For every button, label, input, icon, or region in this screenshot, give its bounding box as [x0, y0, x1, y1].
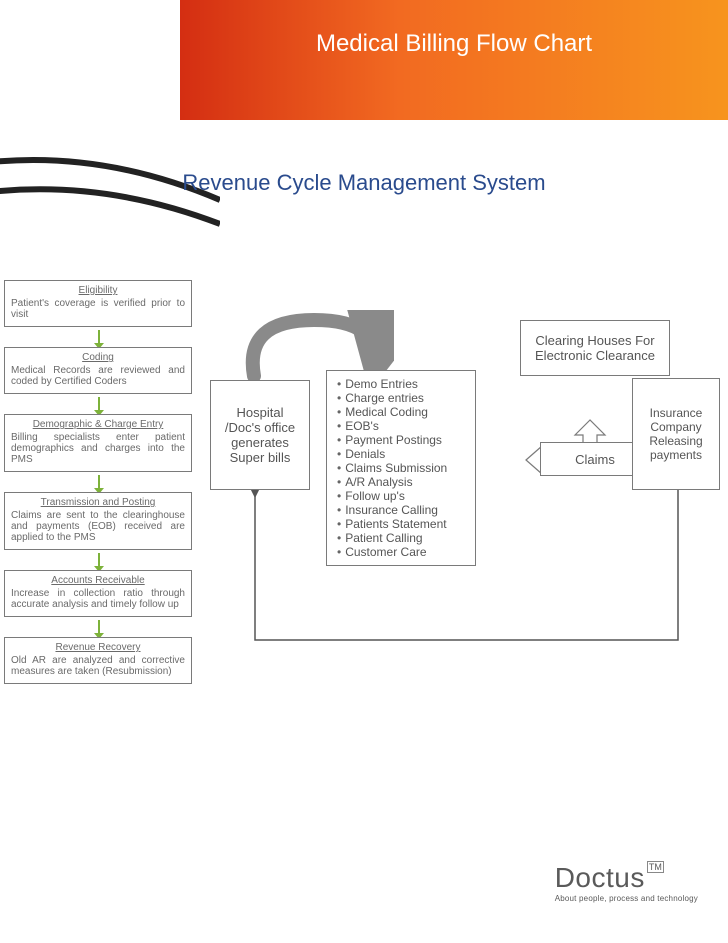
footer-logo: DoctusTM About people, process and techn… — [555, 862, 698, 903]
list-item: Denials — [337, 447, 465, 461]
node-hospital: Hospital /Doc's office generates Super b… — [210, 380, 310, 490]
step-body: Increase in collection ratio through acc… — [11, 588, 185, 610]
list-item: Charge entries — [337, 391, 465, 405]
node-insurance: Insurance Company Releasing payments — [632, 378, 720, 490]
down-arrow-icon — [98, 475, 100, 489]
step-body: Claims are sent to the clearinghouse and… — [11, 510, 185, 543]
down-arrow-icon — [98, 620, 100, 634]
list-item: Medical Coding — [337, 405, 465, 419]
down-arrow-icon — [98, 553, 100, 567]
step-body: Patient's coverage is verified prior to … — [11, 298, 185, 320]
step-title: Accounts Receivable — [11, 575, 185, 586]
step-body: Billing specialists enter patient demogr… — [11, 432, 185, 465]
step-body: Old AR are analyzed and corrective measu… — [11, 655, 185, 677]
step-title: Transmission and Posting — [11, 497, 185, 508]
page-title: Medical Billing Flow Chart — [180, 30, 728, 58]
step-title: Demographic & Charge Entry — [11, 419, 185, 430]
list-item: Payment Postings — [337, 433, 465, 447]
brand-tagline: About people, process and technology — [555, 894, 698, 903]
brand-name: Doctus — [555, 862, 645, 893]
step-revenue-recovery: Revenue Recovery Old AR are analyzed and… — [4, 637, 192, 684]
list-item: Claims Submission — [337, 461, 465, 475]
step-eligibility: Eligibility Patient's coverage is verifi… — [4, 280, 192, 327]
down-arrow-icon — [98, 397, 100, 411]
step-body: Medical Records are reviewed and coded b… — [11, 365, 185, 387]
header-band: Medical Billing Flow Chart — [180, 0, 728, 120]
list-item: Demo Entries — [337, 377, 465, 391]
step-title: Eligibility — [11, 285, 185, 296]
step-coding: Coding Medical Records are reviewed and … — [4, 347, 192, 394]
list-item: A/R Analysis — [337, 475, 465, 489]
node-clearing-houses: Clearing Houses For Electronic Clearance — [520, 320, 670, 376]
step-title: Revenue Recovery — [11, 642, 185, 653]
trademark-icon: TM — [647, 861, 664, 873]
feedback-arrow-icon — [210, 490, 722, 660]
step-title: Coding — [11, 352, 185, 363]
down-arrow-icon — [98, 330, 100, 344]
list-item: EOB's — [337, 419, 465, 433]
step-accounts-receivable: Accounts Receivable Increase in collecti… — [4, 570, 192, 617]
step-demographic: Demographic & Charge Entry Billing speci… — [4, 414, 192, 472]
step-transmission: Transmission and Posting Claims are sent… — [4, 492, 192, 550]
subtitle: Revenue Cycle Management System — [0, 170, 728, 196]
steps-column: Eligibility Patient's coverage is verifi… — [4, 280, 192, 684]
